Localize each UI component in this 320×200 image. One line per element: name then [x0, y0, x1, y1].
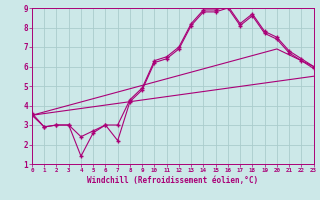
X-axis label: Windchill (Refroidissement éolien,°C): Windchill (Refroidissement éolien,°C) — [87, 176, 258, 185]
